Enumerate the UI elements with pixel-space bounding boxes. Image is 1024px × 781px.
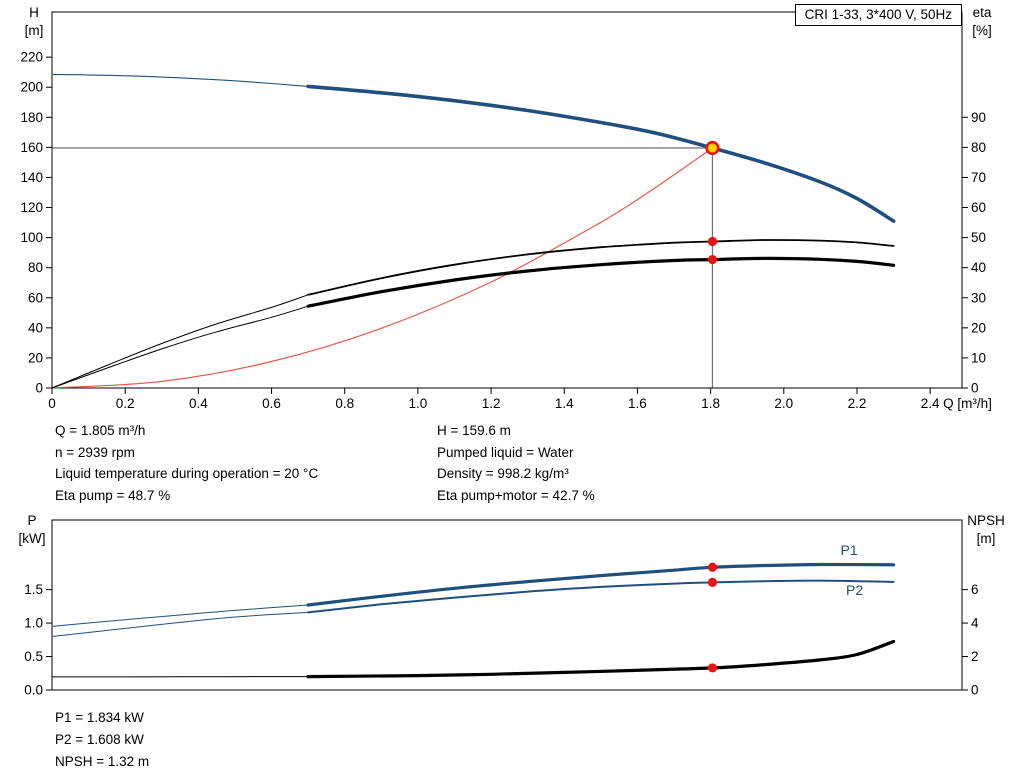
x-tick-label: 1.2 (482, 396, 501, 411)
curve-eta-pump-motor (306, 256, 896, 308)
x-tick-label: 0.6 (262, 396, 281, 411)
left-tick-label: 0.0 (24, 683, 43, 698)
left-tick-label: 80 (28, 260, 43, 275)
x-tick-label: 0.2 (116, 396, 135, 411)
right-tick-label: 0 (971, 381, 979, 396)
info-block-bottom: P1 = 1.834 kW P2 = 1.608 kW NPSH = 1.32 … (55, 707, 149, 773)
eta-pump-point (707, 236, 718, 247)
right-tick-label: 90 (971, 110, 986, 125)
curve-label-P2: P2 (846, 582, 863, 598)
info-block-right: H = 159.6 m Pumped liquid = Water Densit… (437, 420, 595, 506)
eta-axis-unit: [%] (972, 23, 992, 38)
info-p1: P1 = 1.834 kW (55, 710, 144, 725)
info-p2: P2 = 1.608 kW (55, 732, 144, 747)
npsh-axis-unit: [m] (976, 531, 996, 546)
left-tick-label: 160 (20, 140, 43, 155)
p2-point (707, 577, 718, 587)
x-tick-label: 1.6 (628, 396, 647, 411)
x-tick-label: 2.2 (848, 396, 867, 411)
right-tick-label: 30 (971, 290, 986, 305)
curve-label-P1: P1 (841, 542, 858, 558)
plot-border (51, 11, 963, 389)
left-tick-label: 200 (20, 80, 43, 95)
p-axis-unit: [kW] (18, 531, 46, 546)
pump-title-box: CRI 1-33, 3*400 V, 50Hz (794, 4, 962, 26)
p1-point (707, 562, 718, 572)
left-tick-label: 220 (20, 50, 43, 65)
info-density: Density = 998.2 kg/m³ (437, 466, 569, 481)
p-axis-label: P [kW] (10, 512, 54, 548)
left-tick-label: 20 (28, 350, 43, 365)
x-tick-label: 2.4 (921, 396, 940, 411)
curve-system-curve (51, 147, 714, 389)
curve-eta-pump-motor-lead (51, 305, 309, 389)
info-head: H = 159.6 m (437, 423, 511, 438)
left-tick-label: 0.5 (24, 649, 43, 664)
curve-p1-lead (51, 604, 309, 627)
p-axis-symbol: P (27, 513, 37, 528)
curve-eta-pump-lead (51, 294, 309, 389)
left-tick-label: 180 (20, 110, 43, 125)
curve-p1 (306, 562, 896, 607)
curve-p2 (307, 579, 895, 614)
right-tick-label: 4 (971, 616, 979, 631)
info-pumped-liquid: Pumped liquid = Water (437, 444, 574, 460)
duty-point[interactable] (705, 140, 720, 156)
left-tick-label: 120 (20, 200, 43, 215)
npsh-axis-label: NPSH [m] (958, 512, 1014, 548)
left-tick-label: 140 (20, 170, 43, 185)
right-tick-label: 10 (971, 350, 986, 365)
npsh-point (707, 663, 718, 673)
left-tick-label: 1.0 (24, 616, 43, 631)
curve-npsh (306, 639, 896, 679)
curve-p2-lead (51, 611, 309, 637)
h-axis-label: H [m] (16, 4, 52, 40)
info-eta-pump-motor: Eta pump+motor = 42.7 % (437, 487, 595, 503)
h-axis-symbol: H (29, 5, 39, 20)
left-tick-label: 100 (20, 230, 43, 245)
npsh-axis-symbol: NPSH (967, 513, 1005, 528)
info-block-left: Q = 1.805 m³/h n = 2939 rpm Liquid tempe… (55, 420, 318, 506)
curve-head-lead (51, 73, 309, 87)
x-tick-label: 1.4 (555, 396, 574, 411)
x-axis-label: Q [m³/h] (943, 396, 992, 411)
info-speed: n = 2939 rpm (55, 444, 135, 460)
h-axis-unit: [m] (24, 23, 44, 38)
x-tick-label: 1.0 (409, 396, 428, 411)
right-tick-label: 60 (971, 200, 986, 215)
right-tick-label: 0 (971, 683, 979, 698)
x-tick-label: 0.4 (189, 396, 208, 411)
eta-pump-motor-point (707, 254, 718, 265)
left-tick-label: 0 (35, 381, 43, 396)
right-tick-label: 20 (971, 320, 986, 335)
head-efficiency-chart: 0 20 40 60 80 100 120 140 160 180 200 220 0 10 20 30 40 5… (20, 11, 992, 411)
curve-eta-pump (307, 239, 895, 296)
x-tick-label: 0 (48, 396, 56, 411)
right-tick-label: 70 (971, 170, 986, 185)
eta-axis-symbol: eta (972, 5, 992, 20)
curve-head (306, 84, 896, 223)
info-eta-pump: Eta pump = 48.7 % (55, 487, 171, 503)
x-tick-label: 2.0 (774, 396, 793, 411)
x-tick-label: 1.8 (701, 396, 720, 411)
right-tick-label: 2 (971, 649, 979, 664)
x-tick-label: 0.8 (335, 396, 354, 411)
right-tick-label: 6 (971, 582, 979, 597)
left-tick-label: 40 (28, 320, 43, 335)
right-tick-label: 50 (971, 230, 986, 245)
power-npsh-chart: 0.0 0.5 1.0 1.5 0 2 4 6 P1 P2 (24, 519, 979, 698)
eta-axis-label: eta [%] (962, 4, 1002, 40)
left-tick-label: 60 (28, 290, 43, 305)
left-tick-label: 1.5 (24, 582, 43, 597)
info-npsh: NPSH = 1.32 m (55, 754, 150, 769)
info-liquid-temperature: Liquid temperature during operation = 20… (55, 466, 319, 481)
right-tick-label: 80 (971, 140, 986, 155)
plot-border (51, 519, 963, 691)
right-tick-label: 40 (971, 260, 986, 275)
info-flow: Q = 1.805 m³/h (55, 423, 146, 438)
